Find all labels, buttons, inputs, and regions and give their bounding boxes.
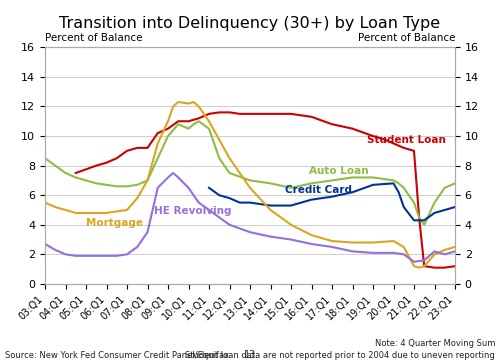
Text: Student loan data are not reported prior to 2004 due to uneven reporting: Student loan data are not reported prior… [185, 351, 495, 360]
Text: Student Loan: Student Loan [367, 135, 446, 145]
Text: Credit Card: Credit Card [285, 185, 352, 195]
Text: Source: New York Fed Consumer Credit Panel/Equifax: Source: New York Fed Consumer Credit Pan… [5, 351, 229, 360]
Text: Auto Loan: Auto Loan [310, 166, 369, 176]
Text: Note: 4 Quarter Moving Sum: Note: 4 Quarter Moving Sum [374, 339, 495, 348]
Text: Percent of Balance: Percent of Balance [358, 33, 455, 43]
Title: Transition into Delinquency (30+) by Loan Type: Transition into Delinquency (30+) by Loa… [60, 16, 440, 31]
Text: Mortgage: Mortgage [86, 218, 143, 228]
Text: 13: 13 [244, 351, 256, 360]
Text: Percent of Balance: Percent of Balance [45, 33, 142, 43]
Text: HE Revolving: HE Revolving [154, 206, 231, 216]
